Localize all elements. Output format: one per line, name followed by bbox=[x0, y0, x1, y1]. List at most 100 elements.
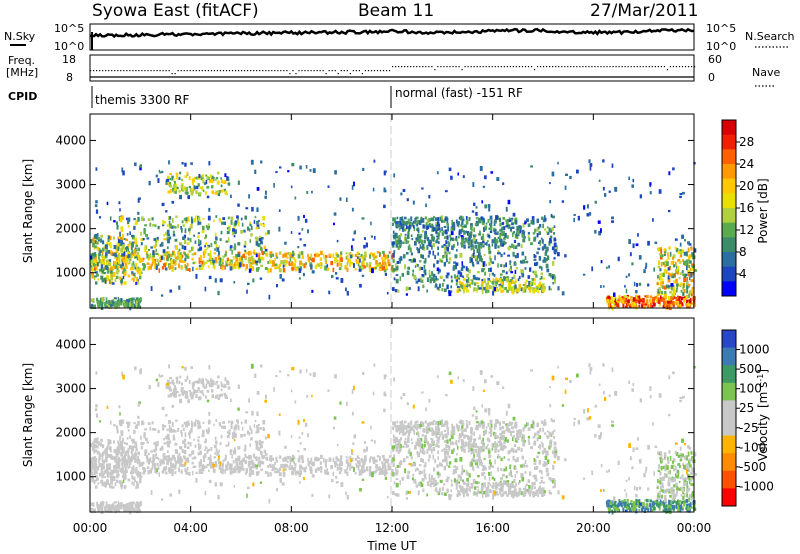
power-point bbox=[625, 275, 628, 278]
velocity-point bbox=[97, 482, 100, 485]
velocity-point bbox=[340, 455, 343, 460]
power-point bbox=[651, 299, 655, 304]
power-point bbox=[167, 238, 170, 244]
power-point bbox=[208, 178, 212, 184]
power-point bbox=[147, 218, 151, 222]
power-point bbox=[193, 234, 195, 237]
power-point bbox=[193, 261, 197, 264]
power-point bbox=[197, 220, 200, 226]
power-point bbox=[587, 204, 589, 209]
power-point bbox=[419, 246, 422, 249]
power-point bbox=[440, 219, 444, 223]
power-point bbox=[158, 169, 161, 173]
power-point bbox=[176, 174, 179, 180]
power-point bbox=[493, 223, 496, 226]
velocity-point bbox=[271, 464, 275, 467]
power-point bbox=[92, 242, 95, 248]
power-point bbox=[186, 171, 189, 176]
power-point bbox=[185, 265, 188, 270]
velocity-point bbox=[175, 419, 178, 422]
power-point bbox=[90, 298, 94, 303]
power-point bbox=[659, 273, 662, 276]
power-point bbox=[373, 159, 376, 163]
power-point bbox=[520, 287, 523, 292]
velocity-point bbox=[471, 465, 474, 470]
power-point bbox=[307, 253, 309, 258]
velocity-point bbox=[194, 444, 197, 448]
power-point bbox=[257, 219, 260, 222]
velocity-point bbox=[172, 463, 175, 468]
velocity-point bbox=[553, 446, 557, 452]
power-point bbox=[465, 283, 468, 286]
nave-dot bbox=[144, 70, 146, 72]
power-point bbox=[513, 239, 517, 244]
velocity-point bbox=[217, 397, 221, 401]
power-point bbox=[546, 231, 550, 235]
power-point bbox=[212, 264, 216, 269]
velocity-point bbox=[168, 420, 170, 425]
power-point bbox=[682, 286, 684, 290]
power-point bbox=[532, 218, 535, 221]
power-point bbox=[183, 217, 187, 221]
power-point bbox=[127, 299, 130, 302]
power-point bbox=[610, 300, 613, 305]
velocity-point bbox=[349, 463, 352, 467]
power-point bbox=[410, 234, 413, 237]
power-point bbox=[177, 250, 180, 255]
nave-dot bbox=[503, 66, 505, 68]
power-point bbox=[417, 278, 421, 282]
velocity-point bbox=[410, 463, 414, 467]
velocity-point bbox=[509, 466, 512, 469]
velocity-point bbox=[143, 468, 146, 473]
freq-panel: Freq. [MHz] 18 8 60 0 Nave bbox=[6, 53, 780, 87]
power-point bbox=[446, 258, 448, 263]
velocity-point bbox=[486, 445, 488, 450]
power-point bbox=[422, 218, 425, 223]
power-point bbox=[392, 244, 395, 248]
power-point bbox=[411, 237, 414, 241]
power-point bbox=[237, 221, 240, 226]
power-point bbox=[160, 255, 163, 260]
power-point bbox=[178, 263, 180, 269]
velocity-point bbox=[428, 478, 432, 483]
velocity-point bbox=[455, 439, 458, 443]
power-point bbox=[127, 217, 131, 222]
velocity-point bbox=[124, 451, 128, 456]
power-point bbox=[205, 179, 208, 185]
nave-dot bbox=[606, 66, 608, 68]
nave-dot bbox=[512, 66, 514, 68]
power-point bbox=[498, 252, 501, 255]
velocity-point bbox=[545, 467, 549, 473]
power-point bbox=[441, 232, 445, 236]
power-point bbox=[395, 236, 399, 239]
power-point bbox=[486, 241, 488, 246]
power-point bbox=[232, 264, 235, 268]
power-point bbox=[436, 238, 439, 243]
power-point bbox=[407, 266, 411, 270]
power-point bbox=[691, 272, 694, 276]
velocity-point bbox=[393, 454, 396, 458]
power-point bbox=[394, 289, 398, 293]
power-point bbox=[293, 263, 296, 268]
power-point bbox=[381, 264, 383, 268]
velocity-point bbox=[458, 433, 462, 436]
velocity-point bbox=[481, 446, 484, 451]
power-point bbox=[293, 257, 295, 261]
y-tick-label: 3000 bbox=[55, 178, 86, 192]
power-point bbox=[254, 236, 258, 240]
power-point bbox=[548, 241, 551, 246]
power-point bbox=[411, 222, 414, 227]
velocity-point bbox=[288, 465, 291, 470]
power-point bbox=[240, 255, 244, 261]
velocity-point bbox=[174, 430, 177, 433]
nave-dot bbox=[603, 66, 605, 68]
nave-dot bbox=[482, 66, 484, 68]
power-point bbox=[458, 229, 462, 232]
power-point bbox=[251, 206, 254, 212]
power-point bbox=[517, 242, 521, 247]
velocity-point bbox=[456, 453, 458, 456]
power-point bbox=[677, 265, 680, 271]
velocity-point bbox=[460, 433, 462, 438]
velocity-point bbox=[440, 419, 443, 424]
velocity-point bbox=[481, 468, 484, 472]
